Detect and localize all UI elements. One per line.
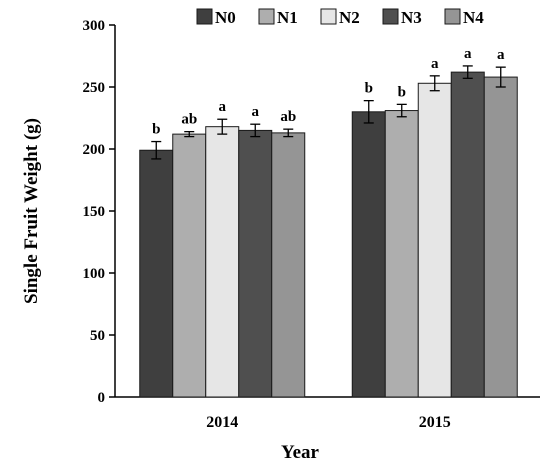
significance-label: b xyxy=(152,122,160,138)
legend-label-n1: N1 xyxy=(277,8,298,27)
significance-label: ab xyxy=(280,109,296,125)
legend-label-n3: N3 xyxy=(401,8,422,27)
significance-label: ab xyxy=(181,112,197,128)
significance-label: b xyxy=(398,84,406,100)
y-tick-label: 50 xyxy=(90,328,105,344)
significance-label: a xyxy=(464,46,472,62)
bar-n2-2014 xyxy=(205,126,240,398)
y-ticks: 0 50 100 150 200 250 300 xyxy=(83,18,115,406)
legend-label-n0: N0 xyxy=(215,8,236,27)
legend-swatch-n4 xyxy=(444,8,461,25)
legend: N0 N1 N2 N3 N4 xyxy=(196,8,484,27)
bar-n0-2015 xyxy=(351,111,386,398)
legend-swatch-n0 xyxy=(196,8,213,25)
x-axis-title: Year xyxy=(281,442,320,463)
y-axis-title: Single Fruit Weight (g) xyxy=(21,118,42,304)
bar-n1-2014 xyxy=(172,133,207,398)
bar-n3-2014 xyxy=(238,129,273,398)
significance-label: a xyxy=(219,99,227,115)
significance-label: a xyxy=(252,104,260,120)
x-category-label: 2015 xyxy=(419,414,451,431)
bar-n2-2015 xyxy=(417,82,452,398)
bar-n0-2014 xyxy=(139,149,174,398)
significance-label: a xyxy=(497,47,505,63)
legend-swatch-n3 xyxy=(382,8,399,25)
bar-n1-2015 xyxy=(384,110,419,398)
bar-n4-2015 xyxy=(483,76,518,398)
bars: b ab a a ab b b a a a xyxy=(139,46,518,398)
bar-n3-2015 xyxy=(450,71,485,398)
y-tick-label: 250 xyxy=(83,80,106,96)
significance-label: b xyxy=(365,81,373,97)
legend-swatch-n1 xyxy=(258,8,275,25)
legend-label-n2: N2 xyxy=(339,8,360,27)
legend-label-n4: N4 xyxy=(463,8,484,27)
y-tick-label: 200 xyxy=(83,142,106,158)
bar-n4-2014 xyxy=(271,132,306,398)
category-labels: 2014 2015 xyxy=(206,414,451,431)
y-tick-label: 100 xyxy=(83,266,106,282)
y-tick-label: 0 xyxy=(98,390,106,406)
x-category-label: 2014 xyxy=(206,414,238,431)
y-tick-label: 150 xyxy=(83,204,106,220)
significance-label: a xyxy=(431,56,439,72)
y-tick-label: 300 xyxy=(83,18,106,34)
legend-swatch-n2 xyxy=(320,8,337,25)
